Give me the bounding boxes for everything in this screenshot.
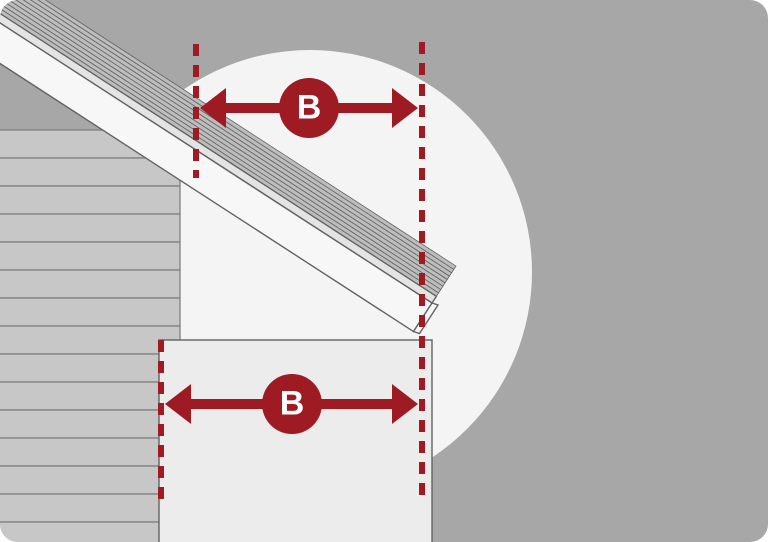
roof-overhang-diagram: B B xyxy=(0,0,768,542)
diagram-svg xyxy=(0,0,768,542)
